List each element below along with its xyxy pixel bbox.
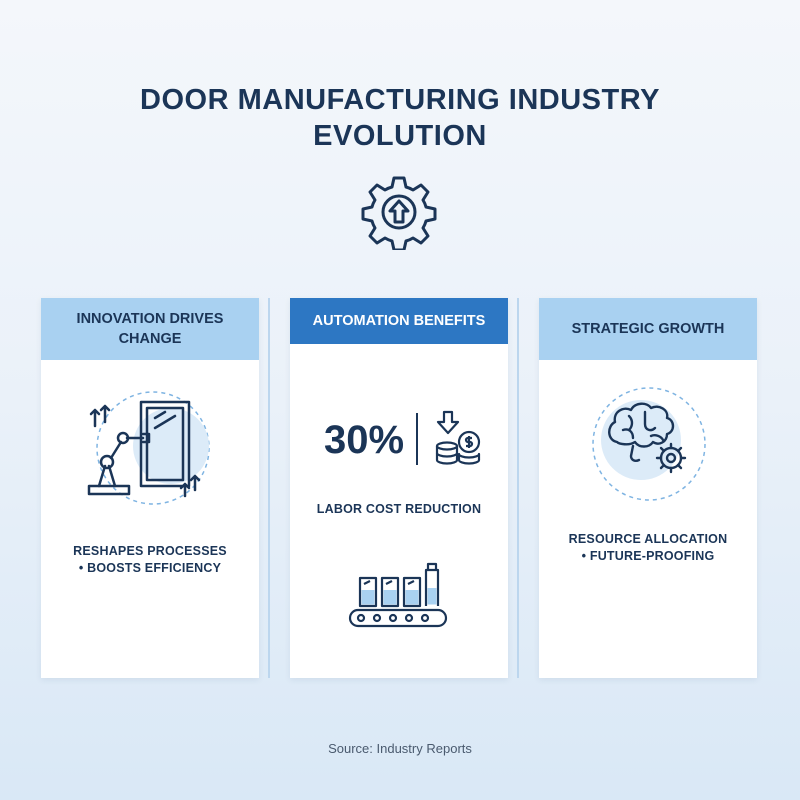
stat-value: 30%: [324, 418, 405, 462]
card-strategic: STRATEGIC GROWTH RESOURCE ALLOCATION • F…: [539, 298, 757, 678]
title-line-2: EVOLUTION: [313, 120, 487, 152]
card-automation: AUTOMATION BENEFITS 30% LABOR COST REDUC…: [290, 298, 508, 678]
robot-arm-door-icon: [87, 391, 210, 505]
title-line-1: DOOR MANUFACTURING INDUSTRY: [140, 84, 660, 116]
divider: [517, 298, 519, 678]
stat-label: LABOR COST REDUCTION: [316, 502, 482, 516]
source-note: Source: Industry Reports: [328, 741, 472, 756]
brain-gear-icon: [592, 387, 706, 501]
card-heading: STRATEGIC GROWTH: [539, 298, 757, 360]
card-text-2: • BOOSTS EFFICIENCY: [78, 561, 222, 575]
card-text-2: • FUTURE-PROOFING: [581, 549, 715, 563]
coins-down-arrow-icon: [435, 410, 481, 465]
card-innovation: INNOVATION DRIVES CHANGE RESHAPES PROCES…: [41, 298, 259, 678]
gear-upload-icon: [361, 176, 437, 250]
conveyor-belt-icon: [348, 562, 448, 628]
card-text-1: RESHAPES PROCESSES: [73, 544, 227, 558]
page-title: DOOR MANUFACTURING INDUSTRY EVOLUTION: [0, 82, 800, 154]
card-heading: AUTOMATION BENEFITS: [290, 298, 508, 344]
card-text-1: RESOURCE ALLOCATION: [568, 532, 728, 546]
divider: [268, 298, 270, 678]
card-heading: INNOVATION DRIVES CHANGE: [41, 298, 259, 360]
stat-separator: [416, 413, 418, 465]
